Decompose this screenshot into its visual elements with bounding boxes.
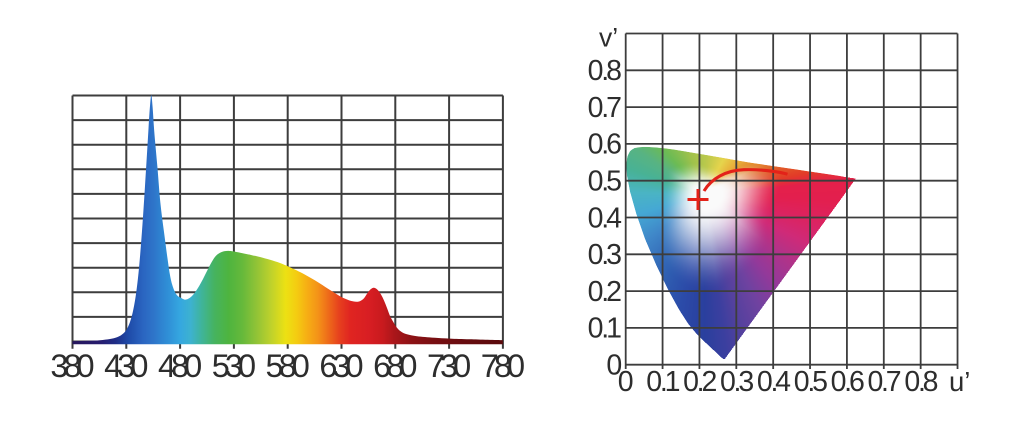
svg-text:4: 4: [775, 366, 791, 398]
svg-text:0: 0: [588, 129, 604, 161]
svg-text:4: 4: [158, 348, 176, 384]
svg-text:.: .: [918, 366, 926, 398]
svg-text:.: .: [601, 92, 609, 124]
svg-text:5: 5: [606, 166, 622, 198]
svg-text:8: 8: [494, 348, 512, 384]
svg-text:0: 0: [588, 92, 604, 124]
svg-text:0: 0: [867, 366, 883, 398]
svg-text:0: 0: [588, 239, 604, 271]
svg-text:3: 3: [50, 348, 68, 384]
svg-text:3: 3: [332, 348, 350, 384]
svg-text:.: .: [601, 313, 609, 345]
svg-text:6: 6: [319, 348, 337, 384]
svg-text:7: 7: [481, 348, 499, 384]
svg-text:7: 7: [427, 348, 445, 384]
svg-text:0: 0: [904, 366, 920, 398]
svg-text:v’: v’: [599, 23, 618, 53]
svg-text:.: .: [601, 202, 609, 234]
svg-text:.: .: [660, 366, 668, 398]
svg-text:0: 0: [453, 348, 471, 384]
svg-text:.: .: [601, 129, 609, 161]
svg-text:8: 8: [923, 366, 939, 398]
svg-text:8: 8: [386, 348, 404, 384]
svg-text:.: .: [697, 366, 705, 398]
svg-text:0: 0: [292, 348, 310, 384]
svg-text:8: 8: [63, 348, 81, 384]
svg-text:0: 0: [606, 350, 622, 382]
svg-text:0: 0: [130, 348, 148, 384]
svg-text:0: 0: [646, 366, 662, 398]
svg-text:3: 3: [117, 348, 135, 384]
svg-text:0: 0: [757, 366, 773, 398]
svg-text:0: 0: [683, 366, 699, 398]
svg-text:4: 4: [104, 348, 122, 384]
svg-text:0: 0: [238, 348, 256, 384]
svg-text:.: .: [601, 166, 609, 198]
svg-text:1: 1: [606, 313, 622, 345]
svg-text:0: 0: [77, 348, 95, 384]
svg-text:3: 3: [738, 366, 754, 398]
svg-text:.: .: [601, 276, 609, 308]
svg-text:5: 5: [812, 366, 828, 398]
svg-text:0: 0: [588, 276, 604, 308]
svg-text:0: 0: [618, 366, 634, 398]
svg-text:0: 0: [588, 202, 604, 234]
svg-text:0: 0: [346, 348, 364, 384]
svg-text:6: 6: [606, 129, 622, 161]
svg-text:4: 4: [606, 202, 622, 234]
svg-text:0: 0: [507, 348, 525, 384]
svg-text:0: 0: [720, 366, 736, 398]
svg-text:3: 3: [225, 348, 243, 384]
svg-text:0: 0: [399, 348, 417, 384]
svg-text:.: .: [601, 55, 609, 87]
svg-text:.: .: [734, 366, 742, 398]
svg-text:0: 0: [794, 366, 810, 398]
svg-text:0: 0: [588, 166, 604, 198]
svg-text:8: 8: [279, 348, 297, 384]
svg-text:5: 5: [212, 348, 230, 384]
svg-text:0: 0: [588, 313, 604, 345]
svg-text:8: 8: [606, 55, 622, 87]
svg-text:0: 0: [588, 55, 604, 87]
svg-text:5: 5: [266, 348, 284, 384]
svg-text:3: 3: [606, 239, 622, 271]
svg-text:1: 1: [665, 366, 681, 398]
svg-text:.: .: [844, 366, 852, 398]
svg-text:6: 6: [849, 366, 865, 398]
svg-text:.: .: [770, 366, 778, 398]
svg-text:.: .: [601, 239, 609, 271]
svg-text:.: .: [881, 366, 889, 398]
svg-text:7: 7: [886, 366, 902, 398]
svg-text:0: 0: [184, 348, 202, 384]
svg-text:8: 8: [171, 348, 189, 384]
svg-text:0: 0: [831, 366, 847, 398]
svg-text:3: 3: [440, 348, 458, 384]
svg-text:7: 7: [606, 92, 622, 124]
svg-text:.: .: [807, 366, 815, 398]
svg-text:2: 2: [606, 276, 622, 308]
svg-text:6: 6: [373, 348, 391, 384]
svg-text:u’: u’: [949, 366, 970, 397]
svg-text:2: 2: [701, 366, 717, 398]
